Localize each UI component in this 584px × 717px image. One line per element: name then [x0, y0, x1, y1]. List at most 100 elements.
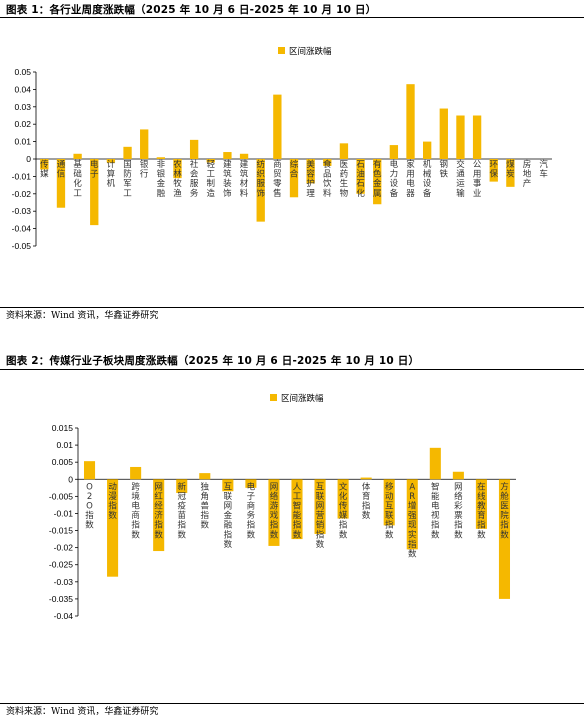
- category-label: 石油石化: [356, 160, 365, 199]
- category-label: 网络游戏指数: [270, 482, 279, 540]
- bar-商贸零售: [273, 94, 282, 159]
- bar-银行: [140, 129, 149, 159]
- bar-新冠疫苗指数: [176, 479, 188, 493]
- bar-医药生物: [339, 143, 349, 159]
- category-label: 移动互联指数: [385, 481, 394, 540]
- bar-O2O指数: [83, 461, 96, 480]
- category-label: 银行: [140, 159, 149, 180]
- category-label: 环保: [489, 160, 498, 180]
- category-label: 体育指数: [362, 481, 371, 521]
- y-tick-label: -0.05: [12, 241, 32, 251]
- bar-方舱医院指数: [498, 479, 511, 599]
- category-label: 智能电视指数: [431, 481, 440, 540]
- category-label: 基础化工: [73, 159, 82, 199]
- bar-综合: [289, 159, 299, 198]
- category-label: 美容护理: [306, 159, 315, 199]
- bar-智能电视指数: [429, 447, 441, 480]
- category-label: 通信: [57, 159, 66, 180]
- category-label: 传媒: [40, 159, 49, 180]
- category-label: 建筑材料: [240, 159, 249, 199]
- category-label: 互联网金融指数: [224, 482, 233, 550]
- bar-在线教育指数: [475, 479, 487, 529]
- figure2-title: 图表 2：传媒行业子板块周度涨跌幅（2025 年 10 月 6 日-2025 年…: [6, 355, 420, 367]
- figure1-top-rule: [0, 17, 584, 18]
- category-label: 建筑装饰: [223, 159, 232, 199]
- bar-机械设备: [423, 141, 432, 159]
- category-label: 非银金融: [157, 159, 166, 199]
- category-label: 网红经济指数: [154, 482, 163, 540]
- category-label: 电子商务指数: [247, 481, 256, 540]
- category-label: 方舱医院指数: [500, 481, 509, 540]
- legend-swatch: [278, 47, 285, 54]
- category-label: 农林牧渔: [173, 159, 182, 199]
- bar-食品饮料: [323, 159, 332, 166]
- y-tick-label: 0.01: [56, 440, 73, 450]
- figure1-bottom-rule: [0, 307, 584, 308]
- y-tick-label: 0: [68, 474, 73, 484]
- category-label: 纺织服饰: [256, 159, 265, 199]
- category-label: O 2 O 指数: [85, 482, 94, 530]
- category-label: 文化传媒指数: [339, 481, 348, 540]
- y-tick-label: -0.035: [49, 594, 73, 604]
- bar-交通运输: [456, 115, 465, 159]
- bar-石油石化: [356, 159, 365, 194]
- bar-互联网营销指数: [314, 479, 326, 534]
- bar-建筑材料: [239, 153, 249, 159]
- y-tick-label: -0.025: [49, 560, 73, 570]
- figure2-bottom-rule: [0, 703, 584, 704]
- bar-轻工制造: [206, 159, 215, 163]
- category-label: 电力设备: [390, 159, 399, 199]
- y-tick-label: 0.02: [14, 119, 31, 129]
- y-tick-label: -0.03: [12, 206, 32, 216]
- bar-非银金融: [156, 157, 165, 159]
- y-tick-label: -0.02: [12, 189, 32, 199]
- category-label: 人工智能指数: [293, 482, 302, 540]
- figure2-source: 资料来源：Wind 资讯，华鑫证券研究: [6, 707, 159, 717]
- category-label: 食品饮料: [323, 159, 332, 199]
- category-label: 医药生物: [340, 160, 349, 199]
- bar-基础化工: [73, 153, 82, 159]
- bar-AR增强现实指数: [406, 479, 418, 550]
- y-tick-label: 0: [26, 154, 31, 164]
- y-tick-label: -0.015: [49, 526, 73, 536]
- y-tick-label: -0.02: [54, 543, 74, 553]
- figure2-chart: 区间涨跌幅 0.015 0.01 0.005 0 -0.005 -0.01 -0.015 -0.…: [49, 393, 516, 621]
- figure1-title: 图表 1：各行业周度涨跌幅（2025 年 10 月 6 日-2025 年 10 …: [6, 4, 377, 16]
- bar-通信: [56, 159, 66, 208]
- category-label: 机械设备: [423, 159, 432, 199]
- bar-有色金属: [373, 159, 382, 205]
- bar-农林牧渔: [173, 159, 182, 179]
- y-tick-label: 0.01: [14, 137, 31, 147]
- category-label: 新冠疫苗指数: [177, 481, 186, 540]
- bar-建筑装饰: [223, 152, 232, 159]
- bar-动漫指数: [107, 479, 119, 577]
- category-label: 社会服务: [190, 159, 199, 199]
- bar-纺织服饰: [256, 159, 265, 222]
- bar-计算机: [106, 159, 116, 163]
- bar-钢铁: [439, 108, 448, 159]
- figure2-top-rule: [0, 369, 584, 370]
- figure1-source: 资料来源：Wind 资讯，华鑫证券研究: [6, 311, 159, 321]
- bar-网红经济指数: [153, 479, 165, 552]
- bar-人工智能指数: [291, 479, 303, 540]
- bar-美容护理: [306, 159, 315, 184]
- bar-互联网金融指数: [222, 479, 234, 492]
- category-label: 轻工制造: [207, 159, 216, 199]
- category-label: 电子: [90, 159, 99, 180]
- bar-家用电器: [406, 84, 415, 159]
- category-label: 独角兽指数: [201, 481, 210, 530]
- bar-煤炭: [506, 159, 515, 187]
- bar-网络彩票指数: [452, 471, 464, 480]
- y-tick-label: -0.04: [12, 224, 32, 234]
- y-tick-label: 0.04: [14, 84, 31, 94]
- bar-电力设备: [389, 145, 399, 159]
- y-tick-label: 0.005: [52, 457, 74, 467]
- category-label: 汽车: [539, 159, 548, 180]
- category-label: 交通运输: [456, 159, 465, 199]
- bar-文化传媒指数: [337, 479, 349, 519]
- category-label: 动漫指数: [108, 481, 117, 521]
- bar-传媒: [40, 159, 49, 170]
- category-label: 商贸零售: [273, 159, 282, 199]
- bar-独角兽指数: [199, 473, 211, 480]
- category-label: 跨境电商指数: [131, 482, 140, 540]
